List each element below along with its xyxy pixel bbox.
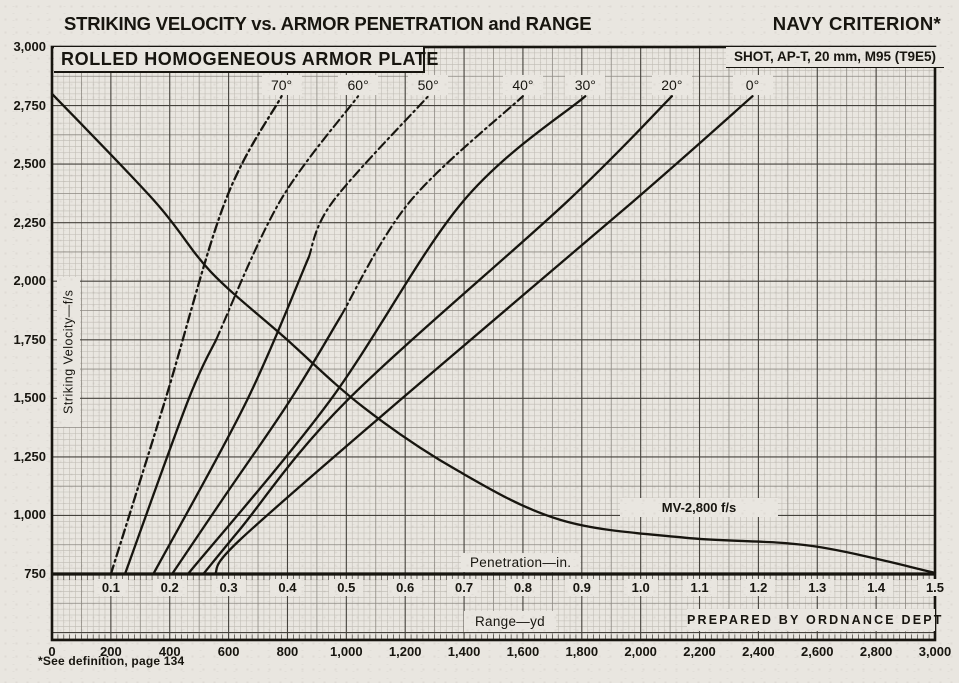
penetration-tick-label: 1.2 bbox=[741, 579, 776, 596]
obliquity-angle-label: 70° bbox=[261, 75, 302, 95]
range-tick-label: 3,000 bbox=[918, 644, 952, 659]
penetration-tick-label: 0.1 bbox=[93, 579, 128, 596]
obliquity-curve-3-solid bbox=[170, 315, 342, 576]
y-axis-tick-label: 2,750 bbox=[13, 97, 46, 113]
obliquity-curve-3-dashed bbox=[339, 95, 524, 318]
y-axis-title: Striking Velocity—f/s bbox=[57, 277, 80, 427]
obliquity-angle-label: 50° bbox=[408, 75, 449, 95]
range-tick-label: 2,000 bbox=[624, 644, 657, 659]
y-axis-tick-label: 1,500 bbox=[13, 390, 46, 406]
range-tick-label: 1,600 bbox=[506, 644, 540, 659]
muzzle-velocity-curve-label: MV-2,800 f/s bbox=[620, 498, 778, 517]
range-tick-label: 600 bbox=[217, 644, 240, 659]
y-axis-tick-label: 1,750 bbox=[13, 331, 46, 347]
penetration-tick-label: 0.7 bbox=[447, 579, 482, 596]
y-axis-tick-label: 2,000 bbox=[13, 273, 46, 289]
range-tick-label: 1,000 bbox=[330, 644, 363, 659]
y-axis-tick-label: 3,000 bbox=[13, 39, 46, 54]
obliquity-curve-0 bbox=[109, 95, 283, 576]
obliquity-angle-label: 20° bbox=[651, 75, 692, 95]
obliquity-curve-2-solid bbox=[152, 256, 310, 576]
range-tick-label: 800 bbox=[276, 644, 299, 659]
penetration-tick-label: 1.0 bbox=[623, 579, 658, 596]
range-tick-label: 2,600 bbox=[800, 644, 834, 659]
obliquity-curve-5 bbox=[202, 95, 674, 576]
penetration-tick-label: 1.5 bbox=[918, 579, 952, 596]
penetration-tick-label: 0.8 bbox=[505, 579, 540, 596]
range-tick-label: 2,200 bbox=[683, 644, 716, 659]
obliquity-angle-label: 0° bbox=[732, 75, 773, 95]
y-axis-tick-label: 2,500 bbox=[13, 156, 46, 172]
y-axis-tick-label: 1,000 bbox=[13, 507, 46, 523]
range-axis-title: Range—yd bbox=[464, 611, 556, 632]
range-tick-label: 200 bbox=[100, 644, 122, 659]
penetration-tick-label: 0.2 bbox=[152, 579, 187, 596]
projectile-spec-label: SHOT, AP-T, 20 mm, M95 (T9E5) bbox=[725, 47, 944, 68]
penetration-tick-label: 0.4 bbox=[270, 579, 305, 596]
range-tick-label: 2,800 bbox=[859, 644, 893, 659]
penetration-tick-label: 0.5 bbox=[329, 579, 364, 596]
page-title: STRIKING VELOCITY vs. ARMOR PENETRATION … bbox=[64, 13, 592, 34]
obliquity-curve-4 bbox=[186, 95, 587, 576]
obliquity-angle-label: 30° bbox=[565, 75, 606, 95]
obliquity-curve-1-solid bbox=[123, 338, 218, 576]
y-axis-tick-label: 2,250 bbox=[13, 214, 46, 230]
plot-border bbox=[50, 45, 937, 642]
grid-medium bbox=[52, 47, 935, 640]
penetration-tick-label: 1.1 bbox=[682, 579, 717, 596]
range-tick-label: 0 bbox=[48, 644, 56, 659]
range-tick-label: 1,400 bbox=[447, 644, 481, 659]
range-tick-label: 1,800 bbox=[565, 644, 599, 659]
navy-criterion-title: NAVY CRITERION* bbox=[772, 13, 941, 34]
range-tick-label: 1,200 bbox=[388, 644, 422, 659]
obliquity-curve-6 bbox=[213, 95, 754, 576]
y-axis-tick-label: 1,250 bbox=[13, 448, 46, 464]
penetration-tick-label: 1.4 bbox=[859, 579, 894, 596]
obliquity-angle-label: 40° bbox=[502, 75, 543, 95]
obliquity-angle-label: 60° bbox=[338, 75, 379, 95]
remaining-velocity-curve bbox=[50, 92, 937, 574]
range-tick-label: 2,400 bbox=[742, 644, 775, 659]
penetration-axis-title: Penetration—in. bbox=[461, 553, 581, 572]
footnote: *See definition, page 134 bbox=[38, 654, 185, 668]
y-axis-tick-label: 750 bbox=[24, 566, 46, 581]
obliquity-curve-1-dashed bbox=[215, 95, 360, 341]
penetration-tick-label: 0.6 bbox=[388, 579, 423, 596]
armor-plate-subtitle: ROLLED HOMOGENEOUS ARMOR PLATE bbox=[54, 47, 438, 73]
penetration-tick-label: 1.3 bbox=[800, 579, 835, 596]
range-tick-label: 400 bbox=[158, 644, 181, 659]
penetration-tick-label: 0.9 bbox=[564, 579, 599, 596]
penetration-tick-label: 0.3 bbox=[211, 579, 246, 596]
obliquity-curve-2-dashed bbox=[307, 95, 430, 259]
prepared-by-label: PREPARED BY ORDNANCE DEPT bbox=[687, 609, 941, 631]
